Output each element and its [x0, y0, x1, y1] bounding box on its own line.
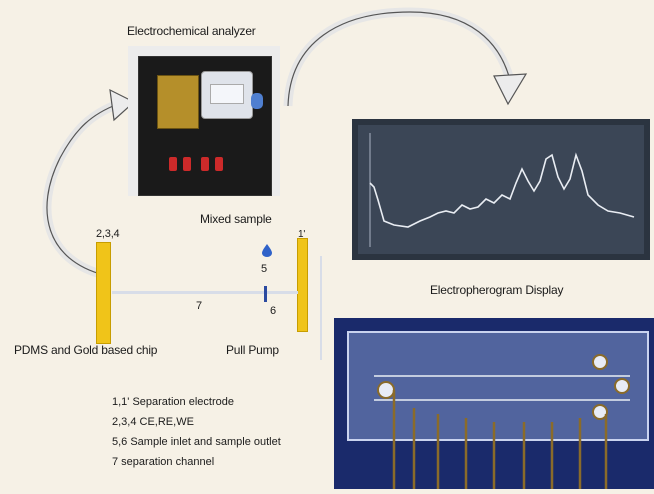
electrode-left: [96, 242, 111, 344]
red-connector: [183, 157, 191, 171]
electropherogram-label: Electropherogram Display: [430, 283, 564, 297]
chip-edge: [320, 256, 322, 360]
red-connector: [169, 157, 177, 171]
chip-label: PDMS and Gold based chip: [14, 343, 158, 357]
red-connector: [201, 157, 209, 171]
legend: 1,1' Separation electrode 2,3,4 CE,RE,WE…: [112, 392, 281, 472]
separation-channel: [112, 291, 298, 294]
display-screen: [358, 125, 644, 254]
legend-item: 5,6 Sample inlet and sample outlet: [112, 436, 281, 448]
electropherogram-trace: [369, 133, 635, 247]
label-1-prime: 1': [298, 229, 306, 240]
analyzer-label: Electrochemical analyzer: [127, 24, 256, 38]
electropherogram-display: [352, 119, 650, 260]
mixed-sample-label: Mixed sample: [200, 212, 272, 226]
analyzer-photo: [128, 46, 280, 196]
pump-outlet: [264, 286, 267, 302]
label-5: 5: [261, 263, 267, 275]
potentiostat-module: [201, 71, 253, 119]
label-7: 7: [196, 300, 202, 312]
chip-photo-drawing: [347, 331, 649, 489]
red-connector: [215, 157, 223, 171]
blue-knob: [251, 93, 263, 109]
curved-arrow-chip-to-analyzer-icon: [42, 88, 136, 280]
circuit-board: [157, 75, 199, 129]
chip-photo: [334, 318, 654, 489]
analyzer-box: [138, 56, 272, 196]
curved-arrow-analyzer-to-display-icon: [283, 7, 528, 107]
pump-label: Pull Pump: [226, 343, 279, 357]
label-2-3-4: 2,3,4: [96, 228, 120, 240]
legend-item: 1,1' Separation electrode: [112, 396, 234, 408]
legend-item: 7 separation channel: [112, 456, 215, 468]
electrode-right: [297, 238, 308, 332]
legend-item: 2,3,4 CE,RE,WE: [112, 416, 194, 428]
label-6: 6: [270, 305, 276, 317]
sample-drop-icon: [262, 244, 272, 257]
module-face: [210, 84, 244, 104]
